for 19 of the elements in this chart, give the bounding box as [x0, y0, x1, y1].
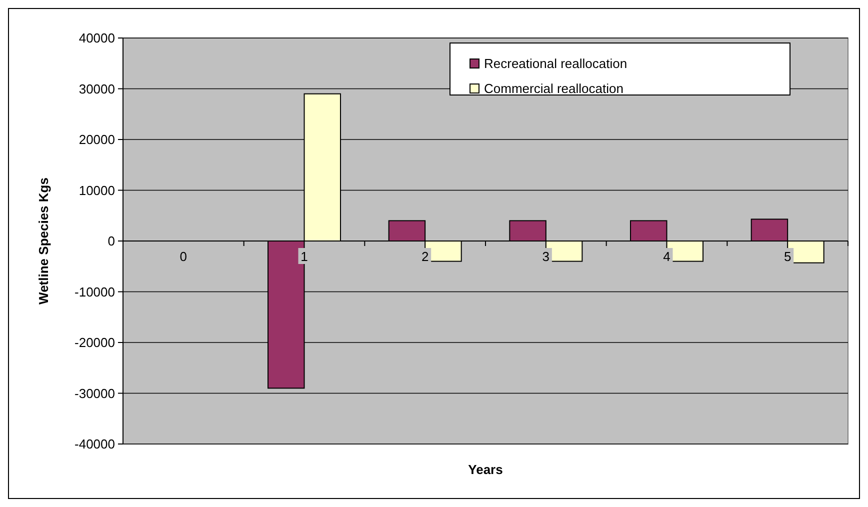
y-tick-label: -30000	[74, 386, 115, 401]
y-tick-label: 40000	[78, 30, 115, 46]
x-tick-label: 4	[663, 249, 670, 264]
y-tick-label: -10000	[74, 284, 115, 300]
y-tick-label: 30000	[78, 81, 115, 96]
x-tick-label: 3	[542, 249, 550, 264]
y-tick-label: 0	[108, 234, 115, 249]
x-axis-title: Years	[468, 462, 503, 477]
y-tick-label: -40000	[74, 436, 115, 452]
y-axis-title: Wetline Species Kgs	[36, 178, 51, 304]
legend-label: Recreational reallocation	[484, 56, 628, 72]
y-tick-label: 10000	[78, 182, 115, 198]
x-tick-label: 2	[421, 249, 429, 264]
x-tick-label: 0	[180, 249, 188, 264]
y-tick-label: 20000	[78, 132, 115, 148]
legend-label: Commercial reallocation	[484, 81, 624, 96]
x-tick-label: 5	[784, 249, 792, 264]
x-tick-label: 1	[300, 249, 308, 264]
y-tick-label: -20000	[74, 335, 115, 350]
